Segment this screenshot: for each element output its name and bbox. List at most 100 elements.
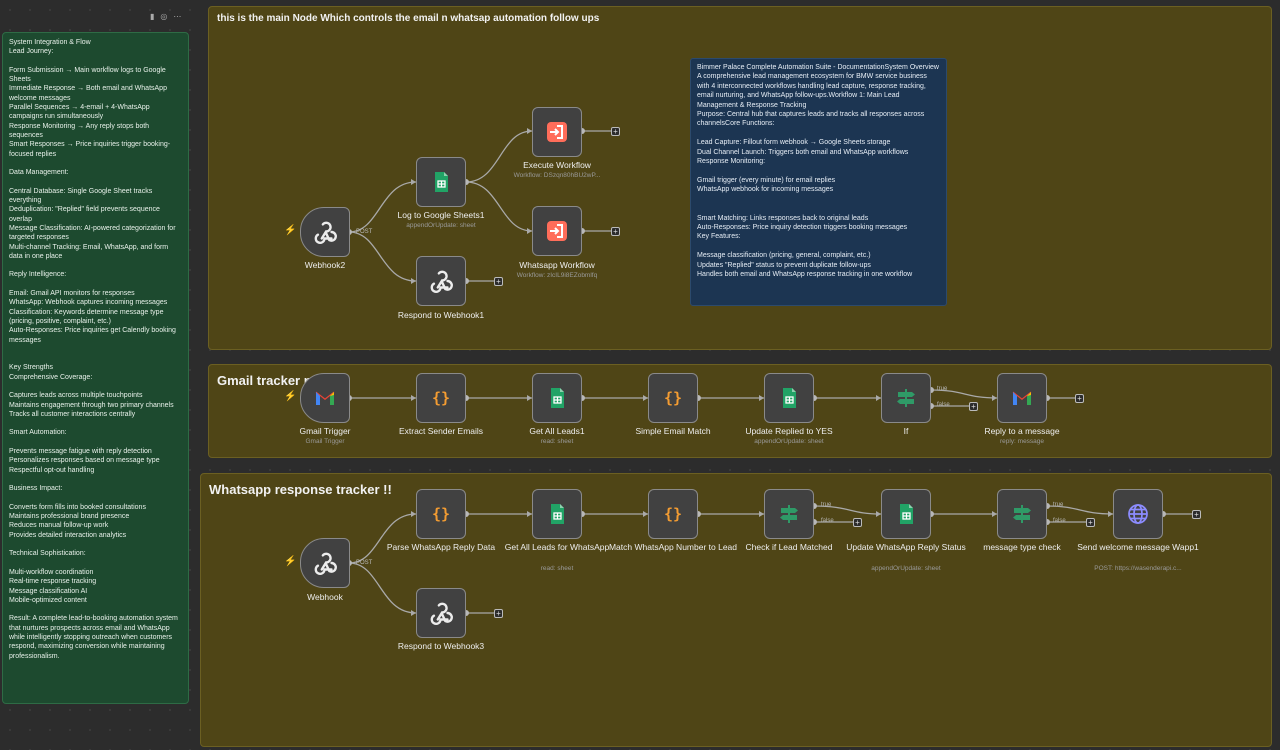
node-update-whatsapp-status-label: Update WhatsApp Reply Status <box>846 542 966 552</box>
node-respond-webhook1-label: Respond to Webhook1 <box>397 310 485 320</box>
code-icon <box>661 386 685 410</box>
node-whatsapp-workflow[interactable] <box>532 206 582 256</box>
if-icon <box>894 386 918 410</box>
node-if-label: If <box>903 426 909 436</box>
node-log-google-sheets1[interactable] <box>416 157 466 207</box>
gmail-icon <box>313 386 337 410</box>
node-gmail-trigger[interactable] <box>300 373 350 423</box>
node-get-all-leads-whatsapp-sub: read: sheet <box>540 565 574 572</box>
node-gmail-trigger-sub: Gmail Trigger <box>305 438 345 445</box>
edge-label-true: true <box>937 386 948 392</box>
sheets-icon <box>545 386 569 410</box>
node-webhook[interactable] <box>300 538 350 588</box>
node-update-whatsapp-status-sub: appendOrUpdate: sheet <box>871 565 941 572</box>
sticky-main-title: this is the main Node Which controls the… <box>217 13 600 24</box>
add-node-button[interactable]: + <box>494 609 503 618</box>
edge-label-false: false <box>821 518 834 524</box>
add-node-button[interactable]: + <box>969 402 978 411</box>
node-log-google-sheets1-sub: appendOrUpdate: sheet <box>406 222 476 229</box>
node-send-welcome-message[interactable] <box>1113 489 1163 539</box>
webhook-icon <box>428 268 454 294</box>
edge-label-true: true <box>1053 502 1064 508</box>
node-execute-workflow-sub: Workflow: DSzqn80hBU2wP... <box>513 172 601 179</box>
edge-label-false: false <box>937 402 950 408</box>
color-icon[interactable]: ◎ <box>160 12 174 21</box>
node-get-all-leads-whatsapp-label: Get All Leads for WhatsApp <box>504 542 610 552</box>
node-execute-workflow[interactable] <box>532 107 582 157</box>
node-update-replied-yes-label: Update Replied to YES <box>745 426 833 436</box>
add-node-button[interactable]: + <box>1192 510 1201 519</box>
node-update-whatsapp-status[interactable] <box>881 489 931 539</box>
node-respond-webhook3-label: Respond to Webhook3 <box>397 641 485 651</box>
more-icon[interactable]: ⋯ <box>173 12 188 21</box>
sheets-icon <box>777 386 801 410</box>
node-match-whatsapp-number[interactable] <box>648 489 698 539</box>
sticky-whatsapp-title: Whatsapp response tracker !! <box>209 482 392 497</box>
documentation-note-blue[interactable]: Bimmer Palace Complete Automation Suite … <box>690 58 947 306</box>
execute-workflow-icon <box>545 120 569 144</box>
node-extract-sender-emails[interactable] <box>416 373 466 423</box>
code-icon <box>429 386 453 410</box>
node-get-all-leads1-sub: read: sheet <box>540 438 574 445</box>
add-node-button[interactable]: + <box>1086 518 1095 527</box>
node-message-type-check[interactable] <box>997 489 1047 539</box>
webhook-icon <box>312 219 338 245</box>
node-if[interactable] <box>881 373 931 423</box>
trigger-bolt-icon: ⚡ <box>284 225 297 236</box>
node-simple-email-match-label: Simple Email Match <box>635 426 711 436</box>
node-check-lead-matched[interactable] <box>764 489 814 539</box>
edge-label-post: POST <box>356 560 373 566</box>
node-reply-to-message-sub: reply: message <box>999 438 1045 445</box>
node-webhook-label: Webhook <box>307 592 343 602</box>
node-get-all-leads-whatsapp[interactable] <box>532 489 582 539</box>
node-send-welcome-message-label: Send welcome message Wapp1 <box>1077 542 1199 552</box>
trash-icon[interactable]: ▮ <box>150 12 161 21</box>
add-node-button[interactable]: + <box>611 227 620 236</box>
webhook-icon <box>428 600 454 626</box>
sticky-gmail-tracker[interactable]: Gmail tracker no <box>208 364 1272 458</box>
node-respond-webhook1[interactable] <box>416 256 466 306</box>
node-execute-workflow-label: Execute Workflow <box>523 160 591 170</box>
gmail-icon <box>1010 386 1034 410</box>
node-webhook2[interactable] <box>300 207 350 257</box>
sheets-icon <box>429 170 453 194</box>
node-get-all-leads1[interactable] <box>532 373 582 423</box>
node-respond-webhook3[interactable] <box>416 588 466 638</box>
node-webhook2-label: Webhook2 <box>304 260 346 270</box>
code-icon <box>661 502 685 526</box>
node-reply-to-message-label: Reply to a message <box>984 426 1060 436</box>
code-icon <box>429 502 453 526</box>
node-update-replied-yes-sub: appendOrUpdate: sheet <box>754 438 824 445</box>
edge-label-false: false <box>1053 518 1066 524</box>
node-update-replied-yes[interactable] <box>764 373 814 423</box>
node-reply-to-message[interactable] <box>997 373 1047 423</box>
documentation-note-green[interactable]: System Integration & Flow Lead Journey: … <box>2 32 189 704</box>
sticky-gmail-title: Gmail tracker no <box>217 373 320 388</box>
sheets-icon <box>545 502 569 526</box>
add-node-button[interactable]: + <box>611 127 620 136</box>
sheets-icon <box>894 502 918 526</box>
node-parse-whatsapp-reply-label: Parse WhatsApp Reply Data <box>386 542 496 552</box>
node-send-welcome-message-sub: POST: https://wasenderapi.c... <box>1094 565 1182 572</box>
node-gmail-trigger-label: Gmail Trigger <box>299 426 351 436</box>
if-icon <box>777 502 801 526</box>
http-request-icon <box>1126 502 1150 526</box>
node-get-all-leads1-label: Get All Leads1 <box>529 426 585 436</box>
webhook-icon <box>312 550 338 576</box>
execute-workflow-icon <box>545 219 569 243</box>
add-node-button[interactable]: + <box>853 518 862 527</box>
node-parse-whatsapp-reply[interactable] <box>416 489 466 539</box>
node-check-lead-matched-label: Check if Lead Matched <box>745 542 833 552</box>
sticky-toolbar: ▮◎⋯ <box>150 12 187 21</box>
add-node-button[interactable]: + <box>1075 394 1084 403</box>
node-match-whatsapp-number-label: Match WhatsApp Number to Lead <box>608 542 738 552</box>
edge-label-post: POST <box>356 229 373 235</box>
node-simple-email-match[interactable] <box>648 373 698 423</box>
trigger-bolt-icon: ⚡ <box>284 391 297 402</box>
node-whatsapp-workflow-sub: Workflow: zIcIL9i8EZobmlfq <box>516 272 598 279</box>
if-icon <box>1010 502 1034 526</box>
node-extract-sender-emails-label: Extract Sender Emails <box>398 426 484 436</box>
node-log-google-sheets1-label: Log to Google Sheets1 <box>397 210 485 220</box>
add-node-button[interactable]: + <box>494 277 503 286</box>
